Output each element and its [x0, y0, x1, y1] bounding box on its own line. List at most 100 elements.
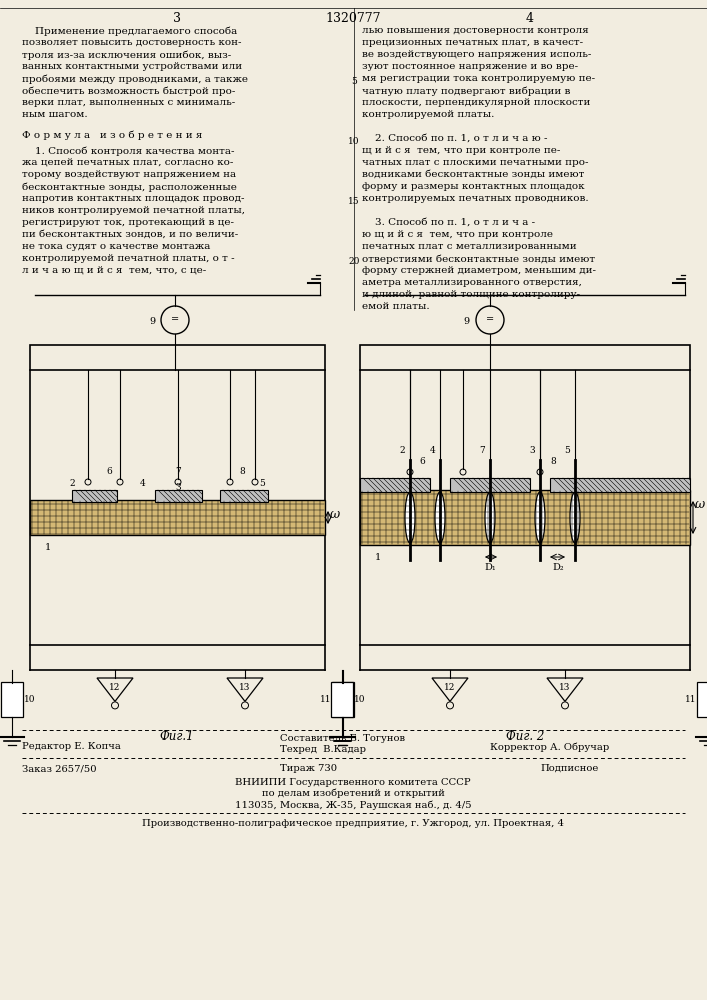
Bar — [360, 490, 690, 545]
Text: позволяет повысить достоверность кон-: позволяет повысить достоверность кон- — [22, 38, 242, 47]
Text: 12: 12 — [444, 682, 456, 692]
Bar — [697, 682, 707, 717]
Text: 8: 8 — [550, 457, 556, 466]
Text: Ф о р м у л а   и з о б р е т е н и я: Ф о р м у л а и з о б р е т е н и я — [22, 130, 202, 139]
Bar — [331, 682, 353, 717]
Text: 7: 7 — [175, 467, 181, 476]
Text: Корректор А. Обручар: Корректор А. Обручар — [490, 742, 609, 752]
Bar — [360, 345, 690, 645]
Text: Подписное: Подписное — [540, 764, 598, 773]
Text: и длиной, равной толщине контролиру-: и длиной, равной толщине контролиру- — [362, 290, 580, 299]
Text: емой платы.: емой платы. — [362, 302, 430, 311]
Text: =: = — [171, 316, 179, 324]
Text: чатных плат с плоскими печатными про-: чатных плат с плоскими печатными про- — [362, 158, 588, 167]
Text: зуют постоянное напряжение и во вре-: зуют постоянное напряжение и во вре- — [362, 62, 578, 71]
Text: 6: 6 — [106, 467, 112, 476]
Bar — [30, 345, 325, 645]
Text: 4: 4 — [429, 446, 435, 455]
Text: 10: 10 — [24, 696, 35, 704]
Text: 1: 1 — [45, 543, 51, 552]
Text: ве воздействующего напряжения исполь-: ве воздействующего напряжения исполь- — [362, 50, 591, 59]
Text: регистрируют ток, протекающий в це-: регистрируют ток, протекающий в це- — [22, 218, 234, 227]
Text: 9: 9 — [464, 318, 470, 326]
Text: форму и размеры контактных площадок: форму и размеры контактных площадок — [362, 182, 585, 191]
Text: водниками бесконтактные зонды имеют: водниками бесконтактные зонды имеют — [362, 170, 585, 179]
Text: печатных плат с металлизированными: печатных плат с металлизированными — [362, 242, 577, 251]
Ellipse shape — [485, 492, 495, 543]
Text: =: = — [486, 316, 494, 324]
Ellipse shape — [405, 492, 415, 543]
Text: 1. Способ контроля качества монта-: 1. Способ контроля качества монта- — [22, 146, 235, 155]
Text: торому воздействуют напряжением на: торому воздействуют напряжением на — [22, 170, 236, 179]
Text: D₂: D₂ — [552, 563, 563, 572]
Text: мя регистрации тока контролируемую пе-: мя регистрации тока контролируемую пе- — [362, 74, 595, 83]
Text: по делам изобретений и открытий: по делам изобретений и открытий — [262, 789, 445, 798]
Bar — [72, 490, 117, 502]
Text: 13: 13 — [559, 682, 571, 692]
Text: Заказ 2657/50: Заказ 2657/50 — [22, 764, 97, 773]
Text: 2: 2 — [69, 479, 75, 488]
Text: не тока судят о качестве монтажа: не тока судят о качестве монтажа — [22, 242, 211, 251]
Text: аметра металлизированного отверстия,: аметра металлизированного отверстия, — [362, 278, 582, 287]
Text: ным шагом.: ным шагом. — [22, 110, 88, 119]
Text: 13: 13 — [239, 682, 251, 692]
Text: 11: 11 — [320, 696, 331, 704]
Bar — [550, 478, 690, 492]
Text: напротив контактных площадок провод-: напротив контактных площадок провод- — [22, 194, 245, 203]
Text: 11: 11 — [684, 696, 696, 704]
Text: Техред  В.Кадар: Техред В.Кадар — [280, 745, 366, 754]
Text: чатную плату подвергают вибрации в: чатную плату подвергают вибрации в — [362, 86, 571, 96]
Text: Тираж 730: Тираж 730 — [280, 764, 337, 773]
Ellipse shape — [435, 492, 445, 543]
Text: верки плат, выполненных с минималь-: верки плат, выполненных с минималь- — [22, 98, 235, 107]
Text: ников контролируемой печатной платы,: ников контролируемой печатной платы, — [22, 206, 245, 215]
Text: 12: 12 — [110, 682, 121, 692]
Text: бесконтактные зонды, расположенные: бесконтактные зонды, расположенные — [22, 182, 237, 192]
Text: 113035, Москва, Ж-35, Раушская наб., д. 4/5: 113035, Москва, Ж-35, Раушская наб., д. … — [235, 800, 472, 810]
Text: ю щ и й с я  тем, что при контроле: ю щ и й с я тем, что при контроле — [362, 230, 553, 239]
Text: троля из-за исключения ошибок, выз-: троля из-за исключения ошибок, выз- — [22, 50, 231, 60]
Text: Составитель Б. Тогунов: Составитель Б. Тогунов — [280, 734, 405, 743]
Text: контролируемой платы.: контролируемой платы. — [362, 110, 494, 119]
Text: форму стержней диаметром, меньшим ди-: форму стержней диаметром, меньшим ди- — [362, 266, 596, 275]
Text: плоскости, перпендикулярной плоскости: плоскости, перпендикулярной плоскости — [362, 98, 590, 107]
Text: Применение предлагаемого способа: Применение предлагаемого способа — [22, 26, 238, 35]
Text: обеспечить возможность быстрой про-: обеспечить возможность быстрой про- — [22, 86, 235, 96]
Text: 20: 20 — [349, 257, 360, 266]
Text: 5: 5 — [351, 78, 357, 87]
Text: 2. Способ по п. 1, о т л и ч а ю -: 2. Способ по п. 1, о т л и ч а ю - — [362, 134, 547, 143]
Text: 4: 4 — [526, 12, 534, 25]
Bar — [155, 490, 202, 502]
Text: 9: 9 — [149, 318, 155, 326]
Bar — [450, 478, 530, 492]
Text: 5: 5 — [259, 479, 265, 488]
Text: 1320777: 1320777 — [325, 12, 381, 25]
Text: л и ч а ю щ и й с я  тем, что, с це-: л и ч а ю щ и й с я тем, что, с це- — [22, 266, 206, 275]
Bar — [30, 500, 325, 535]
Text: 10: 10 — [349, 137, 360, 146]
Ellipse shape — [535, 492, 545, 543]
Text: 4: 4 — [140, 479, 146, 488]
Text: жа цепей печатных плат, согласно ко-: жа цепей печатных плат, согласно ко- — [22, 158, 233, 167]
Text: 10: 10 — [354, 696, 366, 704]
Text: отверстиями бесконтактные зонды имеют: отверстиями бесконтактные зонды имеют — [362, 254, 595, 263]
Text: D₁: D₁ — [484, 563, 496, 572]
Bar — [360, 478, 430, 492]
Text: Редактор Е. Копча: Редактор Е. Копча — [22, 742, 121, 751]
Text: пи бесконтактных зондов, и по величи-: пи бесконтактных зондов, и по величи- — [22, 230, 238, 239]
Text: щ и й с я  тем, что при контроле пе-: щ и й с я тем, что при контроле пе- — [362, 146, 561, 155]
Text: ω: ω — [330, 508, 340, 522]
Text: ванных контактными устройствами или: ванных контактными устройствами или — [22, 62, 242, 71]
Text: ВНИИПИ Государственного комитета СССР: ВНИИПИ Государственного комитета СССР — [235, 778, 471, 787]
Ellipse shape — [570, 492, 580, 543]
Text: 3: 3 — [530, 446, 535, 455]
Text: 2: 2 — [399, 446, 405, 455]
Bar — [1, 682, 23, 717]
Text: 3: 3 — [175, 483, 181, 492]
Text: 1: 1 — [375, 553, 381, 562]
Text: 5: 5 — [564, 446, 570, 455]
Text: ω: ω — [695, 498, 706, 512]
Text: контролируемой печатной платы, о т -: контролируемой печатной платы, о т - — [22, 254, 235, 263]
Text: 6: 6 — [419, 457, 425, 466]
Text: Производственно-полиграфическое предприятие, г. Ужгород, ул. Проектная, 4: Производственно-полиграфическое предприя… — [142, 819, 564, 828]
